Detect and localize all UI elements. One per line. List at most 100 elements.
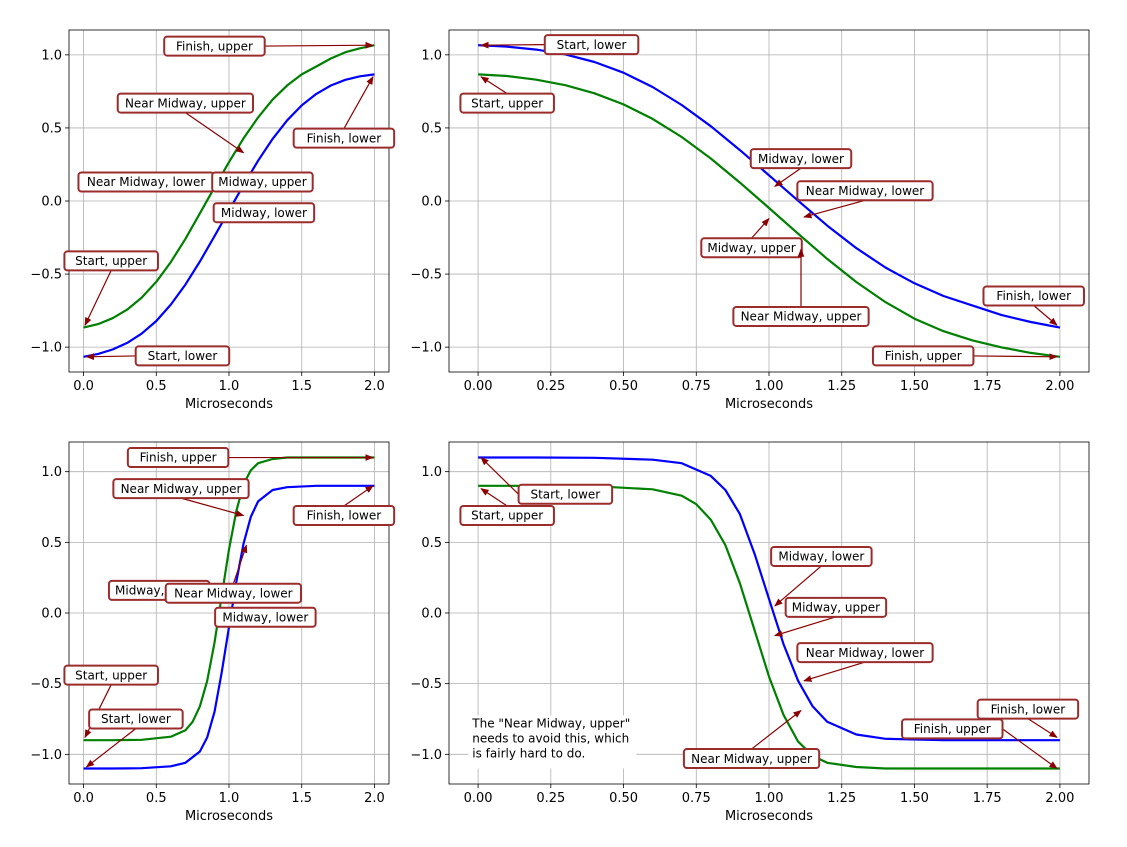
x-tick-label: 1.50: [900, 379, 929, 394]
annotation: Finish, upper: [126, 447, 374, 469]
annotation: Finish, lower: [292, 485, 396, 526]
x-tick-label: 0.0: [73, 791, 94, 806]
annotation-arrow: [343, 76, 374, 129]
annotation-label: Start, upper: [471, 509, 543, 523]
annotation-box: [682, 748, 821, 770]
note-background: [468, 715, 637, 769]
annotation-label: Midway, lower: [778, 550, 864, 564]
annotation: Midway, lower: [212, 202, 316, 224]
annotation: Midway, lower: [214, 606, 317, 628]
y-tick-label: 0.0: [421, 195, 442, 210]
annotation-label: Finish, upper: [140, 451, 217, 465]
annotation: Midway, upper: [700, 217, 803, 259]
series-line-1: [478, 484, 1060, 770]
annotation: Near Midway, lower: [77, 171, 243, 193]
y-tick-label: −1.0: [410, 748, 442, 763]
annotation: Start, lower: [85, 345, 231, 367]
annotation-label: Near Midway, upper: [125, 96, 246, 110]
annotation-label: Start, lower: [557, 38, 627, 52]
annotation-arrow: [480, 41, 545, 49]
x-tick-label: 0.50: [609, 379, 638, 394]
series-line-0: [478, 456, 1060, 742]
annotation-label: Start, upper: [75, 668, 147, 682]
annotation-box: [784, 596, 888, 618]
x-tick-label: 1.0: [219, 379, 240, 394]
x-tick-label: 0.25: [536, 791, 565, 806]
annotation-label: Near Midway, upper: [121, 482, 242, 496]
x-tick-label: 1.00: [755, 379, 784, 394]
annotation-box: [63, 664, 159, 686]
x-axis-label: Microseconds: [725, 397, 813, 412]
y-tick-label: −0.5: [30, 268, 62, 283]
annotation-label: Start, upper: [75, 254, 147, 268]
annotation-arrow: [85, 728, 137, 768]
x-tick-label: 1.5: [291, 791, 312, 806]
annotation-label: Midway, lower: [221, 206, 307, 220]
y-tick-label: −0.5: [410, 268, 442, 283]
annotation-box: [163, 35, 266, 57]
x-tick-label: 1.0: [219, 791, 240, 806]
annotation: Finish, upper: [901, 718, 1058, 769]
annotation-label: Finish, lower: [996, 289, 1071, 303]
annotation-box: [770, 545, 873, 567]
y-tick-label: 0.5: [41, 121, 62, 136]
x-tick-label: 1.75: [973, 379, 1002, 394]
annotation-label: Midway, upper: [792, 601, 880, 615]
annotation-label: Midway, upper: [707, 241, 795, 255]
annotation-label: Start, lower: [530, 487, 600, 501]
annotation-arrow: [751, 709, 802, 750]
annotation-arrow: [1002, 728, 1058, 769]
annotation: Near Midway, lower: [796, 642, 934, 682]
y-tick-label: 0.5: [421, 536, 442, 551]
annotation-label: Near Midway, lower: [87, 175, 206, 189]
annotation-box: [700, 237, 803, 259]
annotation-label: Near Midway, upper: [691, 752, 812, 766]
annotation: Near Midway, upper: [732, 248, 870, 327]
x-tick-label: 1.25: [827, 379, 856, 394]
annotation-label: Midway, upper: [218, 175, 306, 189]
x-tick-label: 2.0: [364, 379, 385, 394]
annotation-label: Start, upper: [471, 96, 543, 110]
y-tick-label: −1.0: [30, 341, 62, 356]
x-axis-label: Microseconds: [185, 397, 273, 412]
annotation-label: Finish, upper: [885, 349, 962, 363]
annotation-box: [164, 582, 303, 604]
annotation: Midway, lower: [749, 148, 853, 187]
annotation: Finish, upper: [163, 35, 374, 57]
x-tick-label: 2.00: [1045, 791, 1074, 806]
x-tick-label: 0.00: [464, 379, 493, 394]
annotation: Start, lower: [480, 456, 614, 505]
axes-frame: [448, 441, 1090, 785]
annotation-label: Finish, upper: [176, 39, 253, 53]
axes-frame: [68, 29, 390, 373]
y-tick-label: 1.0: [421, 48, 442, 63]
x-tick-label: 1.25: [827, 791, 856, 806]
y-tick-label: 0.0: [41, 607, 62, 622]
note-line: The "Near Midway, upper": [471, 716, 630, 730]
annotation: Near Midway, upper: [116, 92, 255, 154]
annotation-box: [517, 483, 614, 505]
annotation-label: Start, lower: [101, 712, 171, 726]
annotation-arrow: [480, 76, 508, 95]
annotation-arrow: [803, 661, 866, 682]
annotation: Midway, lower: [770, 545, 873, 607]
annotation-box: [211, 171, 314, 193]
annotation-box: [126, 447, 230, 469]
annotation-box: [732, 305, 870, 327]
annotation: Finish, upper: [871, 345, 1058, 367]
annotation-box: [63, 250, 159, 272]
annotation-label: Finish, lower: [307, 131, 382, 145]
annotation-arrow: [185, 112, 245, 154]
annotation-arrow: [264, 41, 374, 49]
axes-frame: [448, 29, 1090, 373]
y-tick-label: −0.5: [30, 677, 62, 692]
x-tick-label: 0.00: [464, 791, 493, 806]
annotation-label: Midway, lower: [758, 152, 844, 166]
annotation-box: [116, 92, 255, 114]
y-tick-label: 1.0: [41, 465, 62, 480]
annotation-box: [543, 34, 640, 56]
annotation-box: [292, 127, 396, 149]
annotation-arrow: [803, 199, 866, 219]
annotation: Near Midway, lower: [164, 544, 303, 604]
